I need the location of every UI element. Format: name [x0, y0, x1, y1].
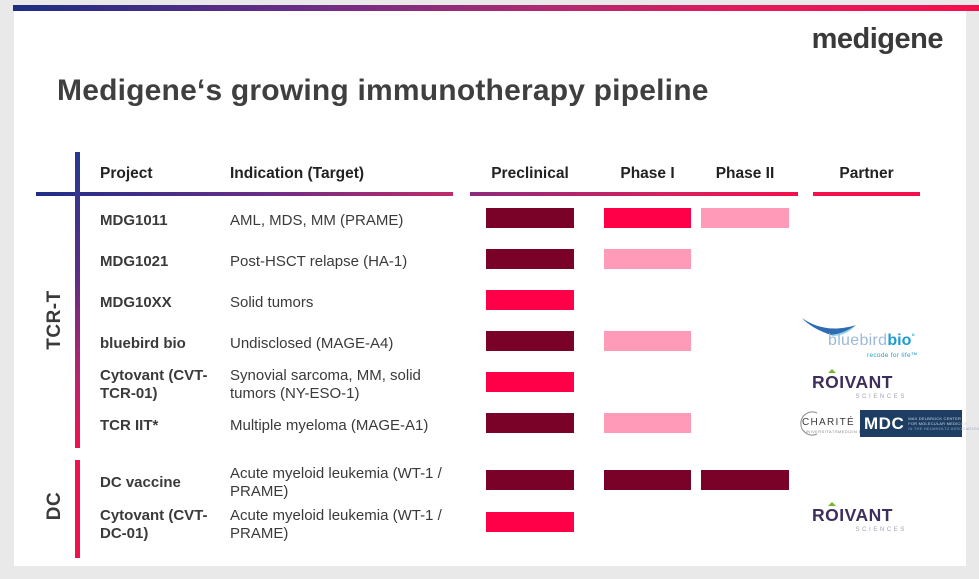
project-name: Cytovant (CVT-TCR-01): [100, 366, 208, 402]
page-title: Medigene‘s growing immunotherapy pipelin…: [57, 74, 709, 107]
roivant-caret-icon: [828, 502, 836, 506]
roivant-sciences-label: SCIENCES: [855, 527, 907, 533]
bar-preclinical: [486, 372, 574, 392]
bar-phase-1: [604, 413, 691, 433]
indication-text: Acute myeloid leukemia (WT-1 / PRAME): [230, 507, 442, 542]
pipeline-row: Cytovant (CVT-TCR-01) Synovial sarcoma, …: [0, 364, 979, 405]
mdc-subtitle-lines: MAX DELBRÜCK CENTER FOR MOLECULAR MEDICI…: [908, 416, 979, 431]
project-name: DC vaccine: [100, 474, 181, 492]
project-name: MDG1021: [100, 252, 169, 270]
bar-preclinical: [486, 290, 574, 310]
project-name: MDG10XX: [100, 293, 172, 311]
charite-wordmark: CHARITÉ: [802, 417, 855, 428]
bar-phase-2: [701, 470, 789, 490]
header-rule-phases: [470, 192, 798, 196]
charite-mdc-logo: CHARITÉ UNIVERSITÄTSMEDIZIN BERLIN MDC M…: [797, 410, 979, 438]
section-bar-dc: [75, 460, 80, 558]
rows-tcrt: MDG1011 AML, MDS, MM (PRAME) MDG1021 Pos…: [0, 200, 979, 446]
roivant-caret-icon: [828, 369, 836, 373]
project-name: Cytovant (CVT-DC-01): [100, 507, 208, 542]
bar-preclinical: [486, 249, 574, 269]
bluebird-tagline: recode for life™: [867, 352, 918, 359]
column-header-preclinical: Preclinical: [491, 165, 569, 182]
column-header-partner: Partner: [839, 165, 894, 182]
bluebird-swoosh-icon: [802, 318, 856, 336]
bar-phase-1: [604, 470, 691, 490]
project-name: MDG1011: [100, 211, 168, 229]
bar-preclinical: [486, 512, 574, 532]
bar-phase-1: [604, 249, 691, 269]
bar-preclinical: [486, 208, 574, 228]
bar-preclinical: [486, 331, 574, 351]
charite-subtitle: UNIVERSITÄTSMEDIZIN BERLIN: [804, 429, 876, 434]
pipeline-row: DC vaccine Acute myeloid leukemia (WT-1 …: [0, 462, 979, 504]
roivant-logo-tcr: ROIVANT SCIENCES: [812, 369, 907, 400]
mdc-wordmark: MDC: [864, 413, 905, 433]
bar-phase-2: [701, 208, 789, 228]
roivant-wordmark: ROIVANT: [812, 502, 907, 526]
header-rule-left: [36, 192, 453, 196]
bar-preclinical: [486, 470, 574, 490]
section-bar-tcrt: [75, 152, 80, 448]
column-header-phase-1: Phase I: [620, 165, 675, 182]
pipeline-row: Cytovant (CVT-DC-01) Acute myeloid leuke…: [0, 504, 979, 546]
bluebird-bio-logo: bluebirdbio° recode for life™: [795, 314, 945, 362]
medigene-logo: medigene: [811, 23, 944, 55]
rows-dc: DC vaccine Acute myeloid leukemia (WT-1 …: [0, 462, 979, 546]
bar-phase-1: [604, 331, 691, 351]
roivant-logo-dc: ROIVANT SCIENCES: [812, 502, 907, 533]
roivant-sciences-label: SCIENCES: [855, 394, 907, 400]
pipeline-row: MDG1011 AML, MDS, MM (PRAME): [0, 200, 979, 241]
pipeline-row: MDG1021 Post-HSCT relapse (HA-1): [0, 241, 979, 282]
charite-logo: CHARITÉ UNIVERSITÄTSMEDIZIN BERLIN: [797, 410, 875, 437]
bluebird-wordmark: bluebirdbio°: [828, 332, 915, 349]
indication-text: Acute myeloid leukemia (WT-1 / PRAME): [230, 465, 442, 500]
pipeline-row: bluebird bio Undisclosed (MAGE-A4): [0, 323, 979, 364]
indication-text: AML, MDS, MM (PRAME): [230, 211, 404, 229]
pipeline-row: MDG10XX Solid tumors: [0, 282, 979, 323]
bar-preclinical: [486, 413, 574, 433]
indication-text: Synovial sarcoma, MM, solid tumors (NY-E…: [230, 366, 421, 402]
column-header-phase-2: Phase II: [715, 165, 775, 182]
bar-phase-1: [604, 208, 691, 228]
project-name: TCR IIT*: [100, 416, 159, 434]
charite-arc-icon: [800, 411, 818, 436]
column-header-project: Project: [100, 165, 153, 182]
mdc-logo: MDC MAX DELBRÜCK CENTER FOR MOLECULAR ME…: [860, 410, 979, 437]
indication-text: Undisclosed (MAGE-A4): [230, 334, 394, 352]
header-rule-partner: [813, 192, 920, 196]
column-header-indication: Indication (Target): [230, 165, 365, 182]
pipeline-row: TCR IIT* Multiple myeloma (MAGE-A1): [0, 405, 979, 446]
project-name: bluebird bio: [100, 334, 186, 352]
roivant-wordmark: ROIVANT: [812, 369, 907, 393]
indication-text: Solid tumors: [230, 293, 314, 311]
indication-text: Post-HSCT relapse (HA-1): [230, 252, 408, 270]
indication-text: Multiple myeloma (MAGE-A1): [230, 416, 429, 434]
top-gradient-bar: [13, 5, 979, 11]
